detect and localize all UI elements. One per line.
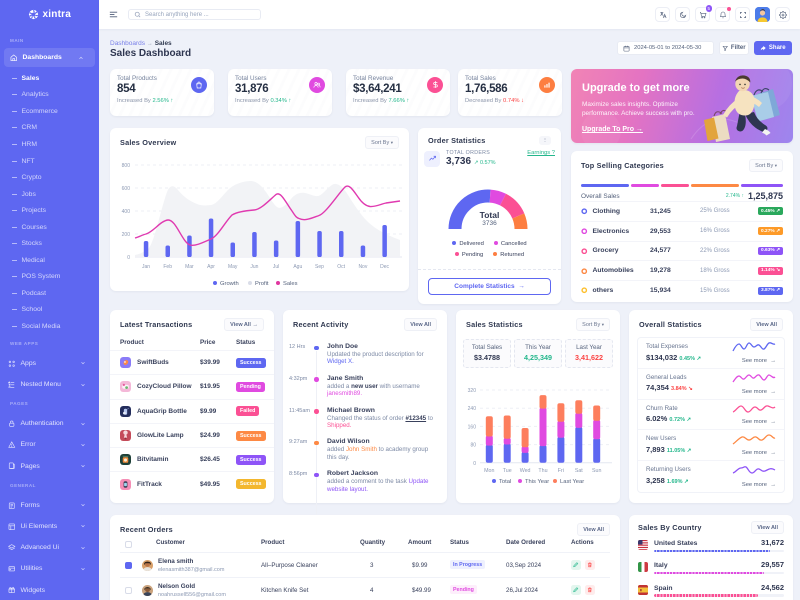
svg-text:Agu: Agu bbox=[293, 264, 302, 270]
svg-text:Dec: Dec bbox=[380, 264, 389, 270]
svg-text:Last Year: Last Year bbox=[560, 479, 584, 485]
svg-text:Total: Total bbox=[499, 479, 511, 485]
svg-text:Feb: Feb bbox=[163, 264, 172, 270]
svg-text:Thu: Thu bbox=[538, 468, 547, 474]
svg-text:200: 200 bbox=[122, 232, 131, 238]
svg-text:Sat: Sat bbox=[575, 468, 583, 474]
svg-text:Jul: Jul bbox=[273, 264, 279, 270]
svg-text:0: 0 bbox=[127, 255, 130, 261]
svg-text:160: 160 bbox=[468, 424, 477, 430]
svg-text:240: 240 bbox=[468, 406, 477, 412]
svg-text:80: 80 bbox=[470, 443, 476, 449]
svg-text:320: 320 bbox=[468, 388, 477, 394]
svg-text:Profit: Profit bbox=[255, 281, 269, 287]
svg-text:Growth: Growth bbox=[220, 281, 239, 287]
svg-text:Mon: Mon bbox=[484, 468, 494, 474]
svg-text:Nov: Nov bbox=[358, 264, 367, 270]
svg-text:Sun: Sun bbox=[592, 468, 601, 474]
svg-text:Wed: Wed bbox=[520, 468, 531, 474]
svg-text:800: 800 bbox=[122, 163, 131, 169]
svg-text:400: 400 bbox=[122, 209, 131, 215]
svg-text:Jan: Jan bbox=[142, 264, 150, 270]
svg-text:Oct: Oct bbox=[337, 264, 345, 270]
svg-text:Sep: Sep bbox=[315, 264, 324, 270]
svg-text:Sales: Sales bbox=[283, 281, 298, 287]
svg-text:May: May bbox=[228, 264, 238, 270]
svg-text:Apr: Apr bbox=[207, 264, 215, 270]
svg-text:0: 0 bbox=[473, 461, 476, 467]
svg-text:Jun: Jun bbox=[250, 264, 258, 270]
svg-text:Fri: Fri bbox=[558, 468, 564, 474]
svg-text:600: 600 bbox=[122, 186, 131, 192]
svg-text:Tue: Tue bbox=[503, 468, 512, 474]
svg-text:Mar: Mar bbox=[185, 264, 194, 270]
svg-text:This Year: This Year bbox=[525, 479, 549, 485]
